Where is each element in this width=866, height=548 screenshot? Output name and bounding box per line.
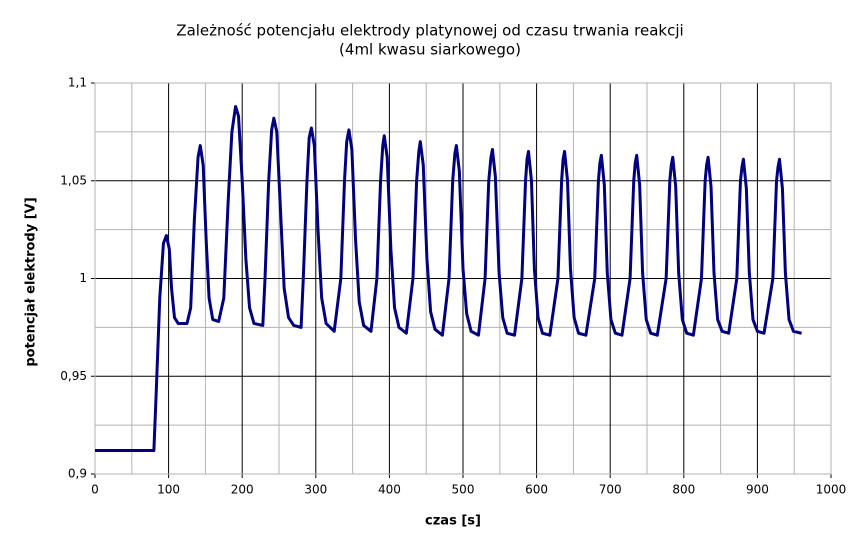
x-tick-label: 700 (599, 483, 622, 497)
chart-title: Zależność potencjału elektrody platynowe… (176, 22, 683, 40)
x-tick-label: 500 (452, 483, 475, 497)
chart-subtitle: (4ml kwasu siarkowego) (339, 41, 521, 59)
y-axis-label: potencjał elektrody [V] (24, 197, 39, 366)
x-tick-label: 100 (157, 483, 180, 497)
x-tick-label: 0 (91, 483, 99, 497)
y-tick-label: 0,9 (68, 467, 87, 481)
x-tick-label: 900 (746, 483, 769, 497)
x-tick-label: 300 (304, 483, 327, 497)
y-tick-label: 1,1 (68, 76, 87, 90)
y-tick-label: 1 (79, 271, 87, 285)
plot-border (94, 82, 832, 475)
x-tick-label: 400 (378, 483, 401, 497)
x-axis-label: czas [s] (425, 514, 481, 529)
x-tick-label: 1000 (816, 483, 847, 497)
y-tick-label: 1,05 (60, 173, 87, 187)
y-tick-label: 0,95 (60, 369, 87, 383)
data-line (95, 104, 802, 453)
x-tick-label: 600 (525, 483, 548, 497)
x-tick-label: 800 (672, 483, 695, 497)
x-tick-label: 200 (231, 483, 254, 497)
